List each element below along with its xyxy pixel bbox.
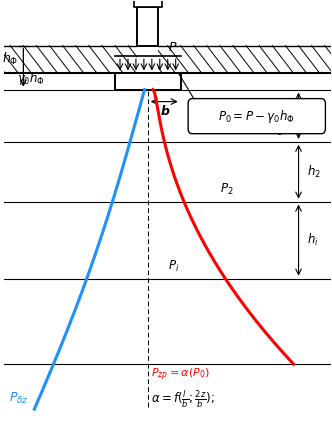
Text: $P_{\delta z}$: $P_{\delta z}$	[9, 391, 28, 406]
Bar	[115, 73, 181, 90]
Text: $P_i$: $P_i$	[168, 259, 179, 275]
Text: $h_2$: $h_2$	[307, 164, 321, 180]
Text: $h_i$: $h_i$	[307, 232, 318, 248]
Bar	[134, 0, 162, 7]
Text: $\alpha=f(\frac{l}{b};\frac{2z}{b});$: $\alpha=f(\frac{l}{b};\frac{2z}{b});$	[151, 388, 215, 410]
Text: $P$: $P$	[168, 41, 177, 54]
Text: $\boldsymbol{b}$: $\boldsymbol{b}$	[160, 104, 171, 118]
FancyBboxPatch shape	[188, 99, 325, 134]
Bar	[4, 45, 331, 73]
Text: $P_1$: $P_1$	[269, 122, 283, 138]
Bar	[137, 45, 158, 73]
Text: $h_1$: $h_1$	[307, 108, 321, 124]
Text: $h_\Phi$: $h_\Phi$	[2, 51, 18, 67]
Text: $P_0=P-\gamma_0 h_\Phi$: $P_0=P-\gamma_0 h_\Phi$	[218, 108, 295, 125]
Bar	[137, 7, 158, 45]
Text: $P_2$: $P_2$	[220, 182, 233, 197]
Text: $\gamma_0 h_\Phi$: $\gamma_0 h_\Phi$	[17, 70, 45, 88]
Text: $P_{zp}=\alpha(P_0)$: $P_{zp}=\alpha(P_0)$	[151, 367, 210, 383]
